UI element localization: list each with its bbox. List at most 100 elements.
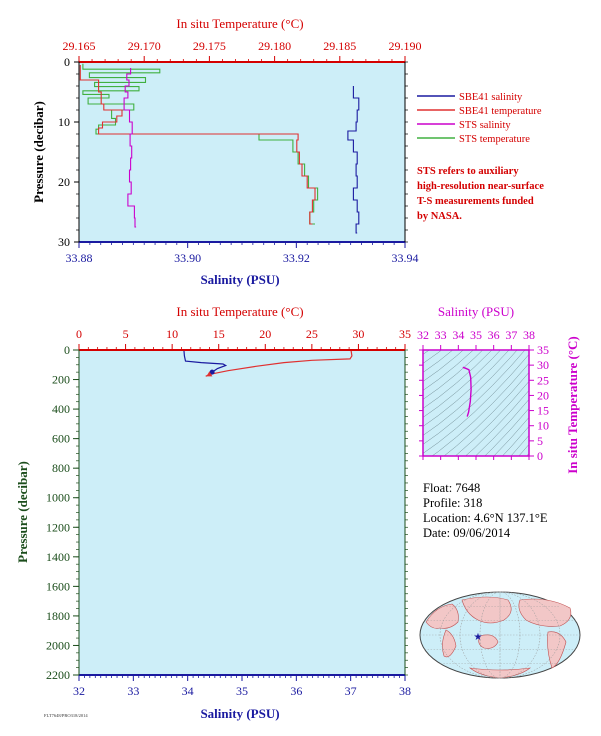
bottom-sal-tick-label: 33: [127, 684, 139, 698]
ts-sal-tick-label: 36: [488, 328, 500, 342]
legend-label: SBE41 salinity: [459, 92, 523, 103]
bottom-temp-tick-label: 10: [166, 327, 178, 341]
bottom-chart-ylabel: Pressure (decibar): [15, 461, 30, 563]
top-temp-tick-label: 29.165: [63, 39, 96, 53]
ts-temp-tick-label: 30: [537, 358, 549, 372]
ts-density-contour: [431, 363, 529, 456]
top-chart-ylabel: Pressure (decibar): [31, 101, 46, 203]
top-sal-tick-label: 33.94: [392, 251, 419, 265]
ts-temp-tick-label: 20: [537, 388, 549, 402]
bottom-temp-tick-label: 15: [213, 327, 225, 341]
ts-density-contour: [443, 372, 529, 456]
bottom-p-tick-label: 200: [52, 373, 70, 387]
bottom-p-tick-label: 1200: [46, 520, 70, 534]
ts-sal-tick-label: 35: [470, 328, 482, 342]
top-legend: SBE41 salinity SBE41 temperature STS salin…: [417, 92, 542, 145]
ts-chart-sal-title: Salinity (PSU): [438, 304, 514, 319]
bottom-p-tick-label: 2000: [46, 638, 70, 652]
ts-density-contour: [423, 350, 484, 400]
ts-sal-tick-label: 32: [417, 328, 429, 342]
bottom-sal-marker: [209, 369, 215, 375]
ts-density-contour: [403, 204, 549, 340]
world-map: ★: [419, 591, 581, 679]
bottom-chart-temp-title: In situ Temperature (°C): [176, 304, 303, 319]
ts-sal-tick-label: 34: [452, 328, 464, 342]
bottom-p-tick-label: 1400: [46, 550, 70, 564]
sts-note-line-4: by NASA.: [417, 211, 462, 222]
top-plot-area: [79, 62, 405, 242]
ts-temp-tick-label: 0: [537, 449, 543, 463]
ts-chart-ylabel: In situ Temperature (°C): [565, 336, 580, 474]
sts-note-line-2: high-resolution near-surface: [417, 181, 544, 192]
bottom-p-tick-label: 800: [52, 461, 70, 475]
top-chart-temp-title: In situ Temperature (°C): [176, 16, 303, 31]
footer-code: FLT7648/PRO318/2014: [44, 713, 88, 718]
legend-label: SBE41 temperature: [459, 106, 542, 117]
bottom-p-tick-label: 600: [52, 432, 70, 446]
top-temp-tick-label: 29.175: [193, 39, 226, 53]
bottom-temp-tick-label: 35: [399, 327, 411, 341]
ts-temp-tick-label: 5: [537, 434, 543, 448]
top-chart: 29.165 29.170 29.175 29.180 29.185 29.190 33.8…: [31, 16, 422, 287]
legend-label: STS temperature: [459, 134, 530, 145]
bottom-temp-tick-label: 30: [352, 327, 364, 341]
ts-density-contours: [403, 204, 549, 456]
top-p-tick-label: 0: [64, 55, 70, 69]
ts-series-group: [462, 366, 472, 417]
top-p-tick-label: 20: [58, 175, 70, 189]
ts-temp-tick-label: 25: [537, 373, 549, 387]
ts-density-contour: [423, 350, 510, 427]
bottom-plot-area: [79, 350, 405, 675]
top-p-tick-label: 30: [58, 235, 70, 249]
float-info: Float: 7648 Profile: 318 Location: 4.6°N…: [423, 481, 548, 540]
bottom-sal-tick-label: 34: [182, 684, 194, 698]
top-temp-tick-label: 29.185: [323, 39, 356, 53]
map-meridian: [439, 591, 561, 679]
bottom-sal-tick-label: 32: [73, 684, 85, 698]
map-graticule: [420, 591, 580, 679]
bottom-sal-tick-label: 37: [345, 684, 357, 698]
top-p-tick-label: 10: [58, 115, 70, 129]
ts-temp-tick-label: 10: [537, 419, 549, 433]
ts-sal-tick-label: 33: [435, 328, 447, 342]
bottom-p-tick-label: 1000: [46, 491, 70, 505]
bottom-sal-tick-label: 35: [236, 684, 248, 698]
profile-number: Profile: 318: [423, 496, 482, 510]
ts-density-contour: [423, 350, 493, 409]
sts-note-line-1: STS refers to auxiliary: [417, 166, 519, 177]
top-temp-tick-label: 29.190: [389, 39, 422, 53]
bottom-p-tick-label: 2200: [46, 668, 70, 682]
top-series-sbe41-salinity: [347, 86, 360, 234]
float-location-marker: ★: [474, 632, 483, 643]
ts-sal-tick-label: 38: [523, 328, 535, 342]
ts-curve: [462, 366, 472, 417]
bottom-temp-tick-label: 0: [76, 327, 82, 341]
top-series-group: [79, 63, 360, 234]
sts-note: STS refers to auxiliary high-resolution …: [417, 166, 544, 222]
bottom-temp-tick-label: 25: [306, 327, 318, 341]
bottom-p-tick-label: 1800: [46, 609, 70, 623]
float-number: Float: 7648: [423, 481, 480, 495]
ts-density-contour: [423, 350, 518, 436]
bottom-p-tick-label: 0: [64, 343, 70, 357]
bottom-sal-tick-label: 38: [399, 684, 411, 698]
bottom-chart: 0 5 10 15 20 25 30 35 32 33 34 35 36 37 38 0 200 400 600 80…: [15, 304, 411, 721]
date: Date: 09/06/2014: [423, 526, 511, 540]
ts-temp-tick-label: 35: [537, 343, 549, 357]
ts-density-contour: [423, 354, 529, 454]
top-series-sts-salinity: [123, 68, 137, 228]
location: Location: 4.6°N 137.1°E: [423, 511, 548, 525]
top-sal-tick-label: 33.88: [66, 251, 93, 265]
ts-plot-area: [423, 350, 529, 456]
ts-density-contour: [423, 350, 502, 418]
top-sal-tick-label: 33.92: [283, 251, 310, 265]
top-chart-xlabel: Salinity (PSU): [200, 272, 279, 287]
sts-note-line-3: T-S measurements funded: [417, 196, 534, 207]
bottom-series-group: [183, 349, 353, 377]
bottom-chart-xlabel: Salinity (PSU): [200, 706, 279, 721]
bottom-temp-marker: [206, 371, 213, 377]
ts-sal-tick-label: 37: [505, 328, 517, 342]
